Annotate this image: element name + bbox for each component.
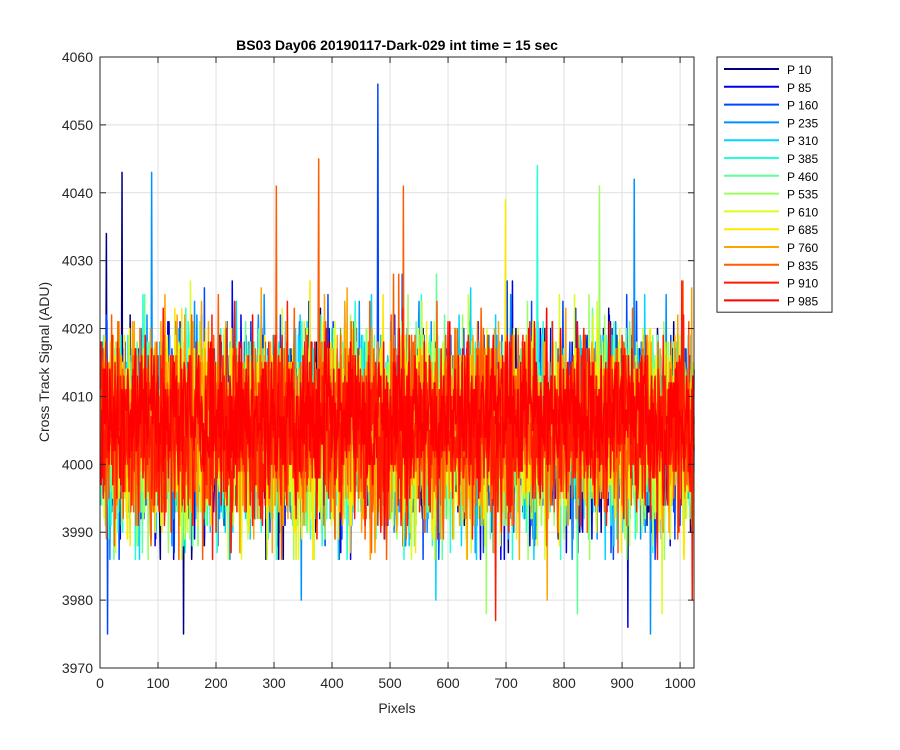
series-group (99, 83, 695, 635)
legend-label: P 610 (787, 205, 818, 219)
x-tick-label: 200 (204, 675, 228, 691)
legend-label: P 235 (787, 116, 818, 130)
y-tick-label: 3970 (62, 660, 93, 676)
legend-label: P 460 (787, 170, 818, 184)
legend-label: P 835 (787, 259, 818, 273)
y-tick-label: 4000 (62, 456, 93, 472)
x-tick-label: 400 (320, 675, 344, 691)
y-tick-label: 3990 (62, 524, 93, 540)
legend-label: P 385 (787, 152, 818, 166)
x-tick-label: 300 (262, 675, 286, 691)
y-axis-label: Cross Track Signal (ADU) (36, 282, 52, 442)
legend-label: P 910 (787, 277, 818, 291)
x-tick-label: 800 (552, 675, 576, 691)
legend-label: P 685 (787, 223, 818, 237)
y-tick-label: 3980 (62, 592, 93, 608)
legend-label: P 160 (787, 99, 818, 113)
legend-label: P 535 (787, 188, 818, 202)
x-tick-label: 700 (494, 675, 518, 691)
legend-box (716, 56, 833, 313)
x-axis-label: Pixels (378, 700, 415, 716)
x-tick-label: 500 (378, 675, 402, 691)
x-tick-label: 0 (96, 675, 104, 691)
y-tick-label: 4060 (62, 49, 93, 65)
series-line-p-985 (99, 307, 695, 540)
plot-area-frame (99, 56, 695, 669)
y-tick-label: 4020 (62, 321, 93, 337)
legend-label: P 10 (787, 63, 812, 77)
y-tick-label: 4050 (62, 117, 93, 133)
axis-ticks: 0 100 200 300 400 500 600 700 800 900 1000 3970 3980… (62, 49, 696, 691)
x-tick-label: 1000 (665, 675, 696, 691)
legend-label: P 85 (787, 81, 812, 95)
x-tick-label: 100 (146, 675, 170, 691)
x-tick-label: 900 (610, 675, 634, 691)
legend-label: P 985 (787, 294, 818, 308)
chart-title: BS03 Day06 20190117-Dark-029 int time = … (236, 37, 558, 53)
y-tick-label: 4040 (62, 185, 93, 201)
legend: P 10 P 85 P 160 P 235 P 310 P 385 P 460 P 535 P … (716, 56, 833, 313)
y-tick-label: 4010 (62, 388, 93, 404)
x-tick-label: 600 (436, 675, 460, 691)
y-tick-label: 4030 (62, 253, 93, 269)
legend-label: P 760 (787, 241, 818, 255)
legend-label: P 310 (787, 134, 818, 148)
